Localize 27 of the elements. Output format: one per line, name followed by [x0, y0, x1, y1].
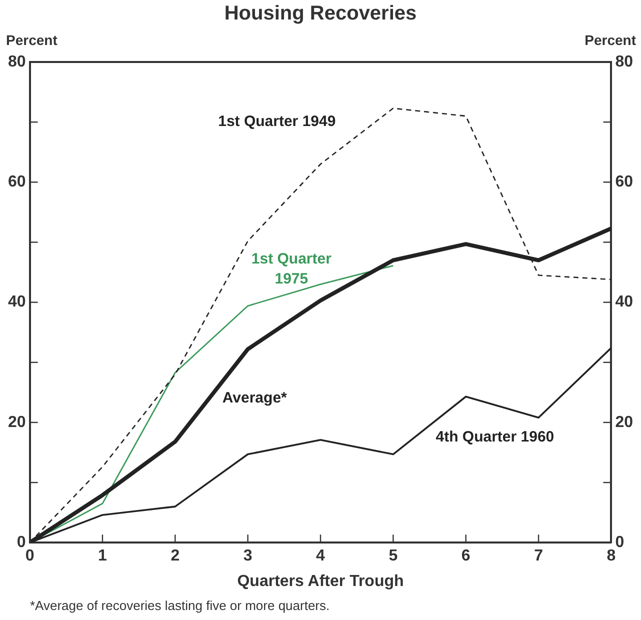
- series-label: 1st Quarter 1949: [218, 113, 336, 130]
- y2-tick-label: 20: [615, 414, 634, 431]
- text: *Average of recoveries lasting five or more quarters.: [30, 598, 330, 613]
- x-tick-label: 7: [534, 548, 544, 565]
- y2-tick-label: 80: [615, 53, 634, 70]
- y-tick-label: 60: [8, 174, 26, 191]
- x-tick-label: 2: [170, 548, 180, 565]
- y-tick-label: 40: [8, 294, 26, 311]
- x-tick-label: 1: [98, 548, 108, 565]
- y-tick-label: 0: [16, 534, 26, 552]
- x-tick-label: 8: [606, 548, 616, 565]
- y-tick-label: 20: [8, 414, 26, 431]
- x-tick-label: 5: [388, 548, 398, 565]
- x-tick-label: 3: [243, 548, 252, 565]
- series-label: Average*: [222, 390, 288, 407]
- y2-tick-label: 60: [615, 174, 634, 191]
- y-axis-title: Percent: [6, 32, 58, 48]
- x-tick-label: 6: [461, 548, 470, 565]
- y2-tick-label: 40: [615, 294, 634, 311]
- x-tick-label: 4: [316, 548, 326, 565]
- chart-title: Housing Recoveries: [224, 2, 417, 25]
- x-axis-title: Quarters After Trough: [237, 572, 404, 590]
- y2-tick-label: 0: [615, 534, 624, 552]
- y2-axis-title: Percent: [584, 32, 636, 48]
- y-tick-label: 80: [8, 53, 26, 70]
- series-label: 1st Quarter 1975: [251, 250, 332, 288]
- series-label: 4th Quarter 1960: [436, 428, 554, 446]
